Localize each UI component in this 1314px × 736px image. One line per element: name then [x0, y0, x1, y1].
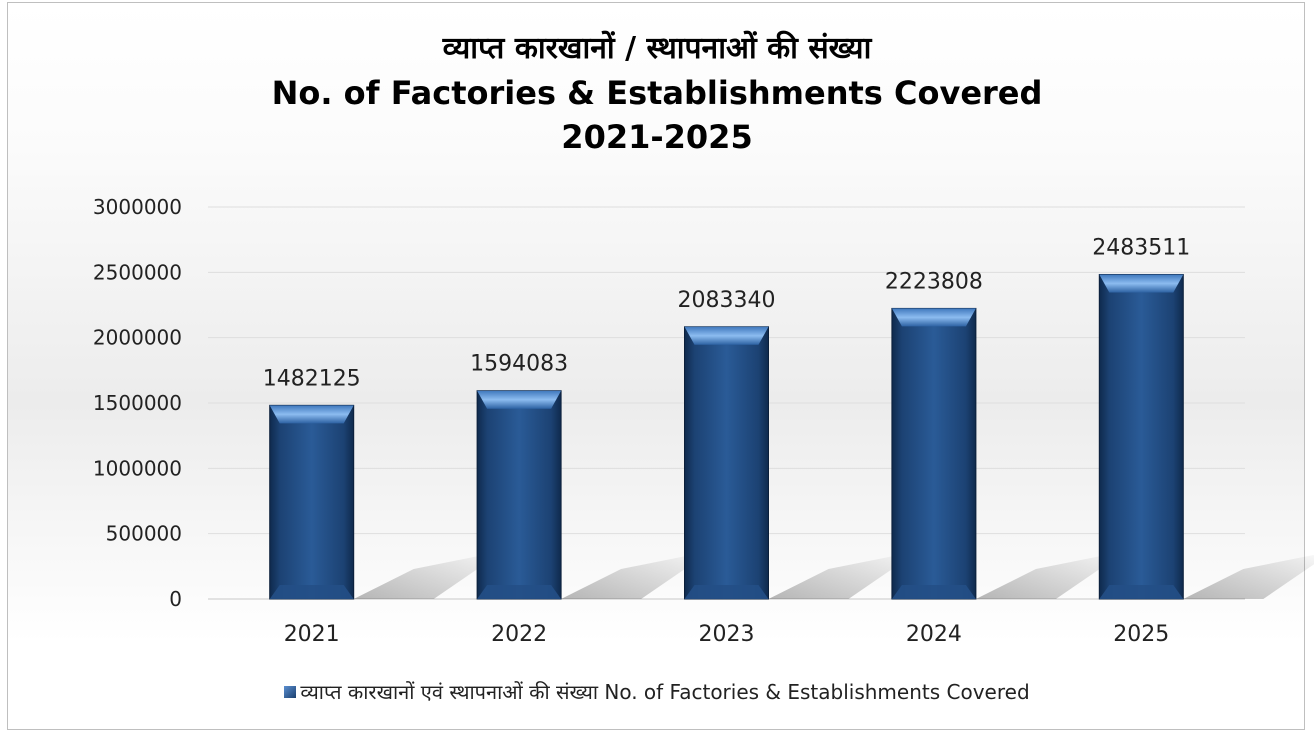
x-tick-label: 2022 [491, 622, 547, 647]
chart-title-hindi: व्याप्त कारखानों / स्थापनाओं की संख्या [442, 31, 872, 66]
data-label: 2483511 [1092, 235, 1190, 260]
y-tick-label: 1500000 [93, 391, 182, 415]
bar [476, 390, 562, 600]
data-label: 2223808 [885, 269, 983, 294]
chart-title: No. of Factories & Establishments Covere… [271, 74, 1043, 112]
chart-subtitle: 2021-2025 [561, 118, 753, 156]
legend-label: व्याप्त कारखानों एवं स्थापनाओं की संख्या… [300, 680, 1030, 704]
chart-frame [7, 2, 1305, 730]
y-tick-label: 2500000 [93, 260, 182, 284]
x-tick-label: 2024 [906, 622, 962, 647]
y-tick-label: 0 [169, 587, 182, 611]
y-tick-label: 500000 [106, 522, 182, 546]
y-tick-label: 3000000 [93, 195, 182, 219]
legend-swatch [284, 685, 297, 698]
y-tick-label: 2000000 [93, 326, 182, 350]
data-label: 1482125 [263, 366, 361, 391]
bar [1098, 273, 1184, 600]
bar-shadow [768, 551, 919, 599]
bar-shadow [1183, 554, 1314, 599]
bar-shadow [561, 551, 712, 599]
bar-shadow [353, 551, 504, 599]
bar [269, 404, 355, 600]
bar [891, 307, 977, 600]
data-label: 1594083 [470, 352, 568, 377]
x-tick-label: 2021 [284, 622, 340, 647]
data-label: 2083340 [678, 288, 776, 313]
bar [684, 326, 769, 600]
legend: व्याप्त कारखानों एवं स्थापनाओं की संख्या… [0, 678, 1314, 705]
x-tick-label: 2023 [699, 622, 755, 647]
y-tick-label: 1000000 [93, 456, 182, 480]
x-tick-label: 2025 [1113, 622, 1169, 647]
bar-shadow [975, 551, 1126, 599]
